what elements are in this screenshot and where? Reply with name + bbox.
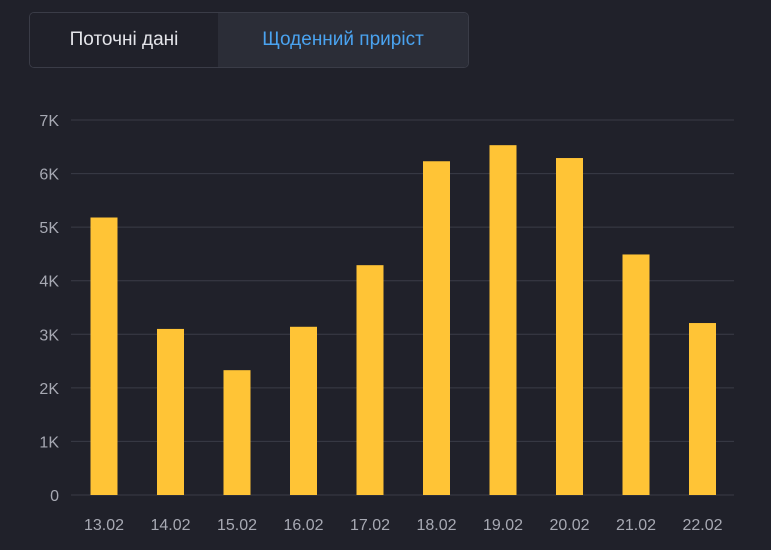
x-tick-label: 13.02 [84,517,124,534]
x-tick-label: 15.02 [217,517,257,534]
tab-current-data[interactable]: Поточні дані [30,13,218,67]
y-tick-label: 7K [39,113,59,130]
bar-16.02[interactable] [290,326,317,495]
y-tick-label: 3K [39,327,59,344]
x-tick-label: 22.02 [682,517,722,534]
y-tick-label: 5K [39,220,59,237]
x-tick-label: 19.02 [483,517,523,534]
y-tick-label: 6K [39,167,59,184]
x-tick-label: 14.02 [150,517,190,534]
bar-19.02[interactable] [489,145,517,495]
bar-22.02[interactable] [689,323,716,495]
view-toggle: Поточні дані Щоденний приріст [29,12,469,68]
x-tick-label: 16.02 [283,517,323,534]
bar-20.02[interactable] [556,158,583,496]
x-tick-label: 20.02 [549,517,589,534]
bar-17.02[interactable] [356,265,384,495]
x-tick-label: 17.02 [350,517,390,534]
x-tick-label: 21.02 [616,517,656,534]
y-tick-label: 4K [39,274,59,291]
bar-14.02[interactable] [157,328,184,495]
bar-18.02[interactable] [423,161,450,495]
y-tick-label: 0 [50,488,59,505]
bar-13.02[interactable] [90,217,118,496]
bar-15.02[interactable] [223,370,251,495]
y-tick-label: 1K [39,434,59,451]
tab-daily-increase[interactable]: Щоденний приріст [218,13,468,67]
x-tick-label: 18.02 [416,517,456,534]
bar-21.02[interactable] [622,254,650,495]
y-tick-label: 2K [39,381,59,398]
